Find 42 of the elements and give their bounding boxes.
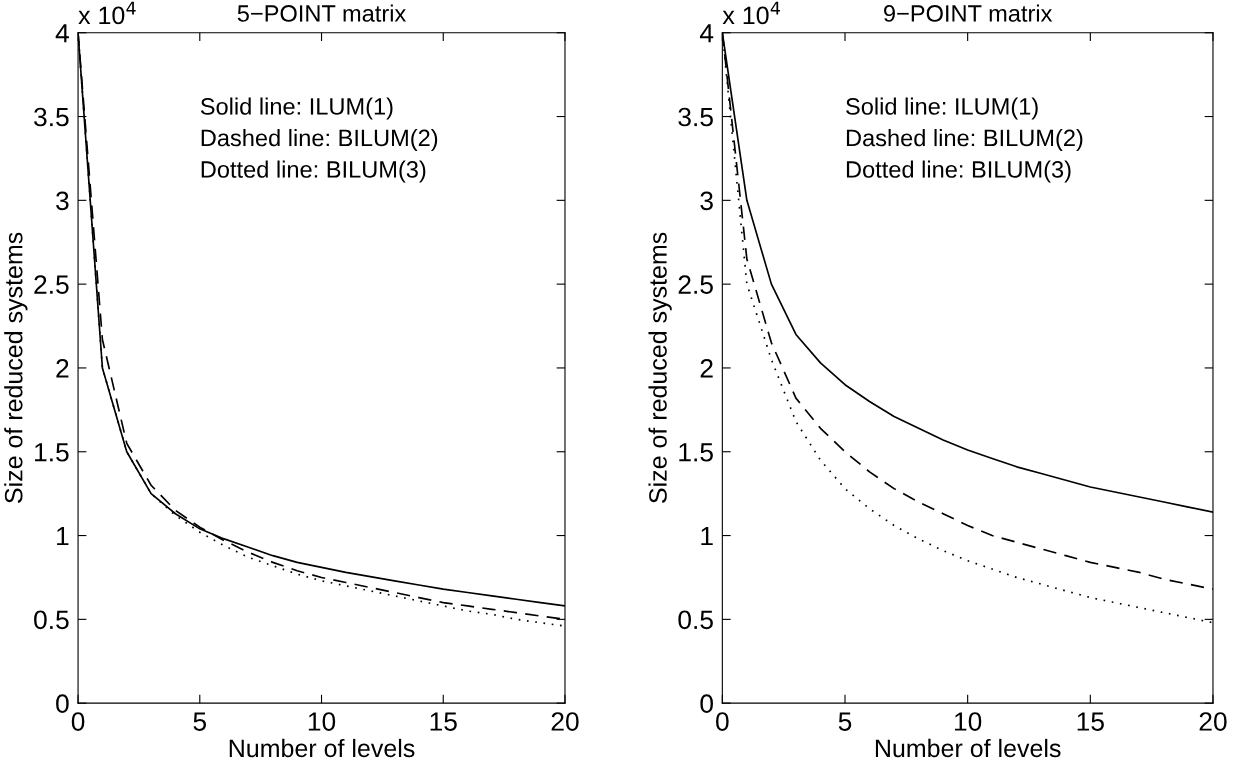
y-tick-label: 3.5 [34,107,69,127]
y-tick-label: 0.5 [34,610,69,630]
y-axis-title: Size of reduced systems [648,232,672,503]
x-tick-label: 15 [1077,712,1104,731]
x-tick-label: 10 [955,712,982,731]
annotation: Dotted line: BILUM(3) [846,160,1071,183]
y-tick-label: 1 [701,526,713,546]
y-tick-label: 4 [55,24,69,43]
y-tick-label: 1.5 [35,443,69,462]
y-tick-label: 3 [700,191,713,211]
annotation: Dotted line: BILUM(3) [201,160,426,183]
x-tick-label: 10 [308,712,336,731]
text: x 10$^{4}$ [722,1,780,25]
chart-title: 5−POINT matrix [237,4,407,22]
annotation: Solid line: ILUM(1) [846,97,1038,120]
y-tick-label: 2.5 [34,275,69,294]
y-tick-label: 3.5 [678,107,713,127]
y-tick-label: 3 [56,191,69,211]
x-tick-label: 20 [1199,712,1227,731]
x-axis-title: Number of levels [875,738,1061,758]
annotation: Solid line: ILUM(1) [200,97,393,120]
text: x 10$^{4}$ [78,1,136,25]
chart-title: 9−POINT matrix [884,4,1053,22]
x-tick-label: 5 [193,712,207,731]
x-tick-label: 0 [716,712,729,731]
y-tick-label: 0 [56,694,69,713]
y-tick-label: 1 [57,526,69,546]
x-tick-label: 0 [71,712,85,731]
annotation: Dashed line: BILUM(2) [201,128,438,151]
x-tick-label: 5 [838,712,852,731]
x-axis-title: Number of levels [229,738,415,758]
x-tick-label: 15 [430,712,457,731]
y-tick-label: 2 [700,359,713,378]
y-tick-label: 1.5 [679,443,713,462]
y-tick-label: 4 [699,24,714,43]
y-tick-label: 0.5 [678,610,713,630]
annotation: Dashed line: BILUM(2) [846,128,1083,151]
y-tick-label: 2.5 [678,275,713,294]
x-tick-label: 20 [551,712,579,731]
y-tick-label: 0 [700,694,713,713]
y-axis-title: Size of reduced systems [4,232,28,503]
y-tick-label: 2 [56,359,69,378]
